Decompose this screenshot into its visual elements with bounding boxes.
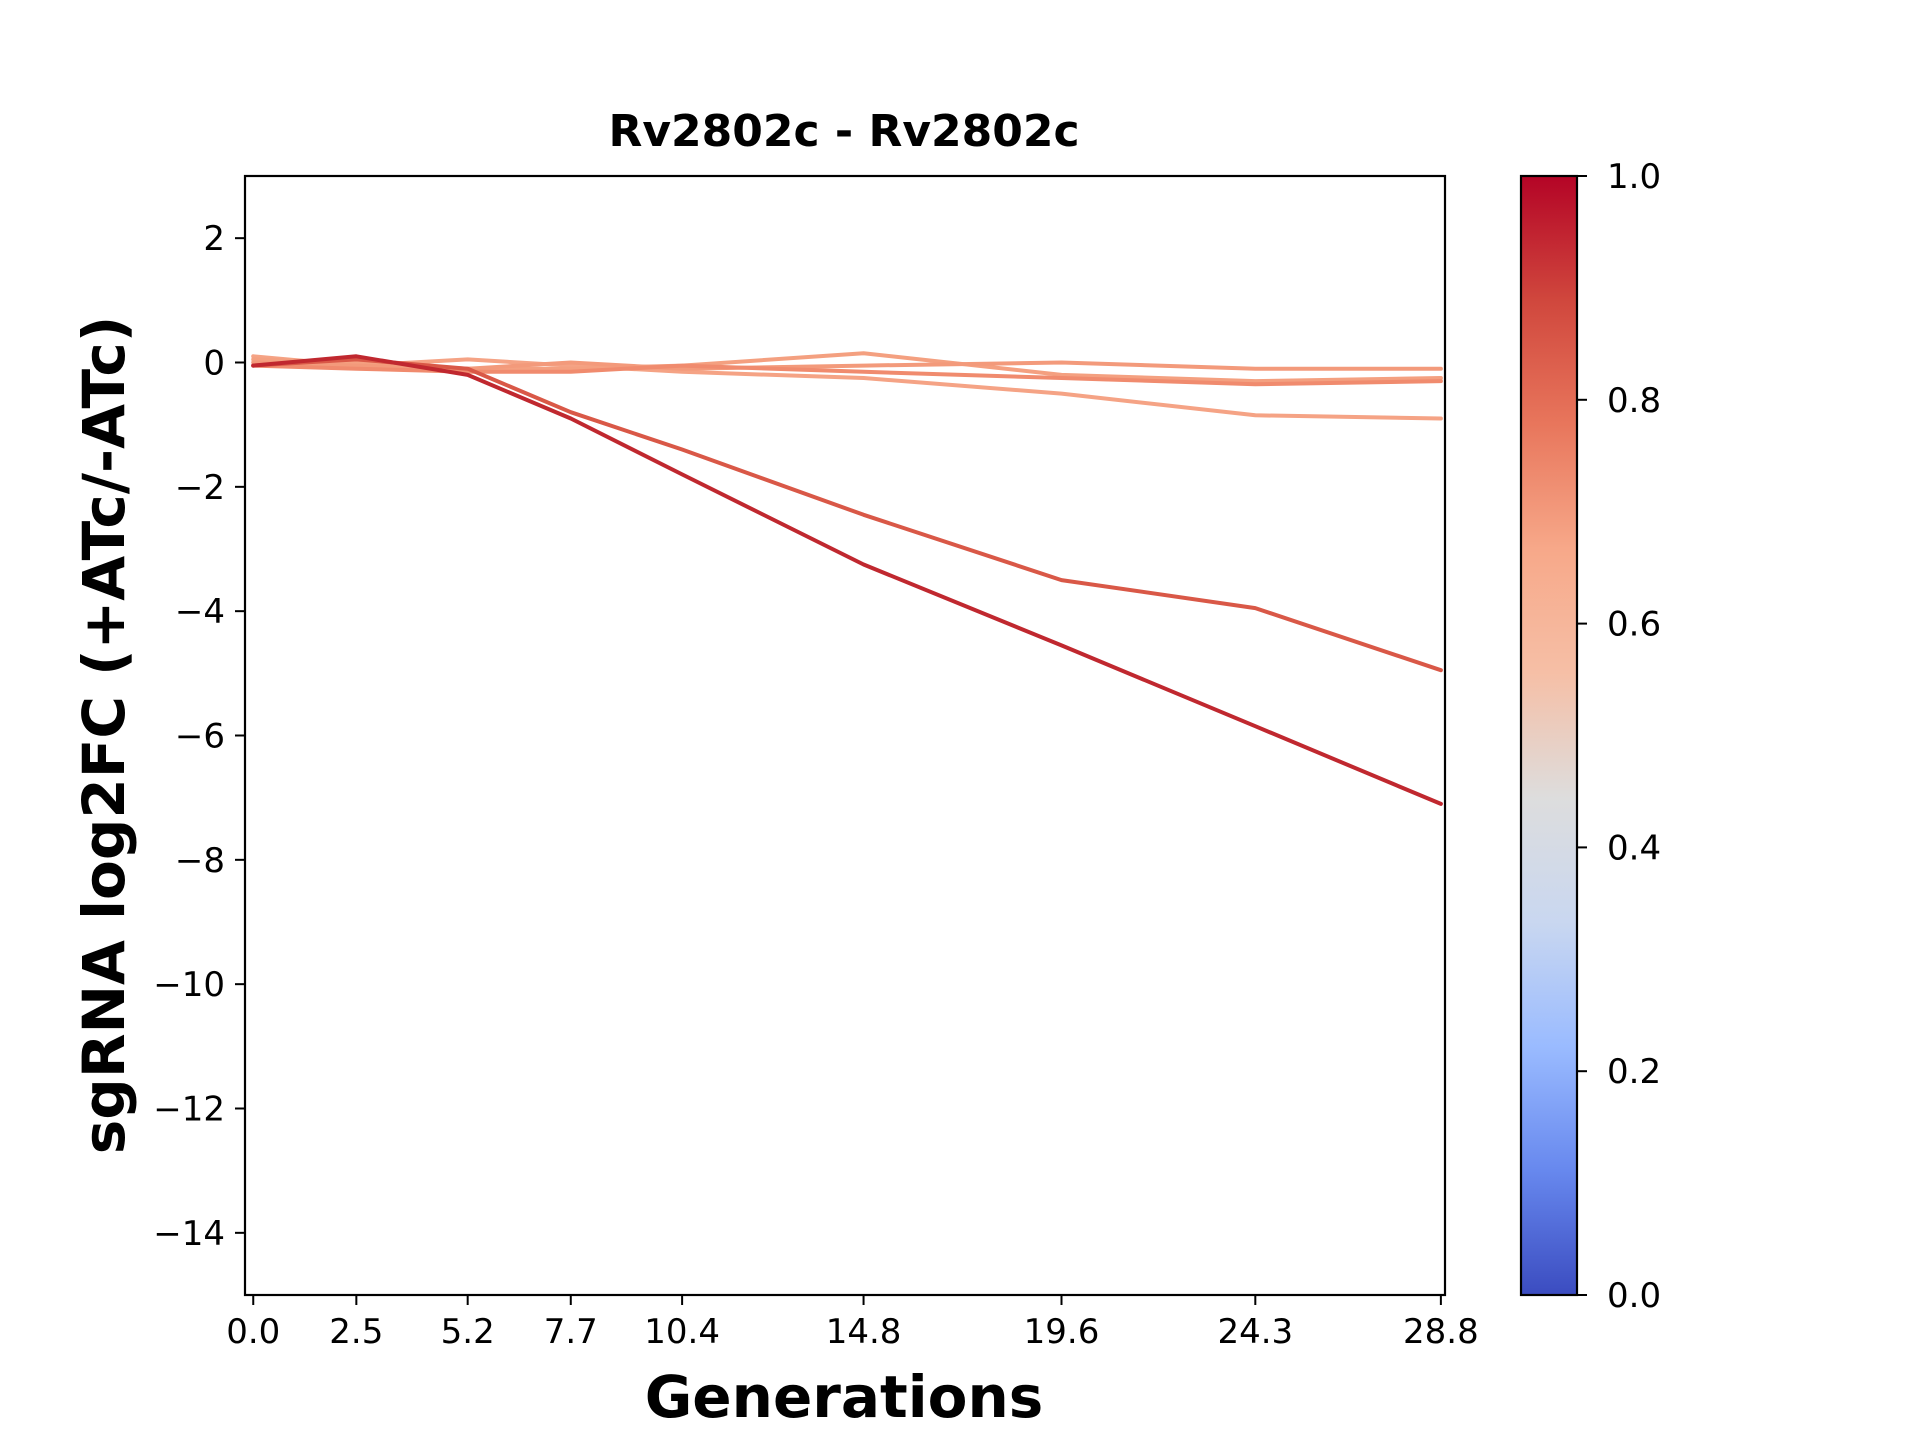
colorbar-tick-label: 0.0: [1607, 1276, 1661, 1316]
colorbar-tick-label: 0.4: [1607, 828, 1661, 868]
x-tick-label: 24.3: [1217, 1312, 1293, 1352]
y-axis-label: sgRNA log2FC (+ATc/-ATc): [70, 316, 138, 1154]
y-tick-label: −8: [175, 841, 225, 881]
y-tick-label: 0: [203, 344, 225, 384]
series-line-6: [251, 354, 1443, 806]
series-layer: [251, 351, 1443, 806]
y-tick-label: −6: [175, 717, 225, 757]
y-tick-label: −2: [175, 468, 225, 508]
y-tick-label: −4: [175, 592, 225, 632]
y-tick-label: −14: [153, 1214, 225, 1254]
series-line-5: [251, 357, 1443, 673]
series-line-4: [251, 363, 1443, 387]
x-tick-label: 7.7: [544, 1312, 598, 1352]
colorbar-gradient: [1521, 176, 1577, 1295]
x-tick-label: 10.4: [644, 1312, 720, 1352]
x-tick-label: 5.2: [441, 1312, 495, 1352]
colorbar-tick-label: 0.2: [1607, 1052, 1661, 1092]
x-tick-label: 28.8: [1403, 1312, 1479, 1352]
series-line-3: [251, 360, 1443, 371]
chart-title: Rv2802c - Rv2802c: [608, 106, 1079, 157]
plot-area: 0.0 2.5 5.2 7.7 10.4 14.8 19.6 24.3 28.8 2 0 −2 −4 −…: [153, 174, 1479, 1352]
colorbar-tick-label: 0.6: [1607, 605, 1661, 645]
x-tick-label: 0.0: [226, 1312, 280, 1352]
colorbar-frame: [1519, 174, 1579, 1297]
x-tick-label: 2.5: [329, 1312, 383, 1352]
x-tick-label: 19.6: [1024, 1312, 1100, 1352]
x-tick-label: 14.8: [826, 1312, 902, 1352]
colorbar: 0.0 0.2 0.4 0.6 0.8 1.0: [1519, 157, 1661, 1316]
y-tick-label: 2: [203, 219, 225, 259]
colorbar-tick-label: 1.0: [1607, 157, 1661, 197]
x-axis-label: Generations: [645, 1363, 1044, 1431]
colorbar-ticks: 0.0 0.2 0.4 0.6 0.8 1.0: [1577, 157, 1661, 1316]
colorbar-tick-label: 0.8: [1607, 381, 1661, 421]
y-tick-label: −12: [153, 1090, 225, 1130]
y-axis: 2 0 −2 −4 −6 −8 −10 −12 −14: [153, 219, 245, 1254]
x-axis: 0.0 2.5 5.2 7.7 10.4 14.8 19.6 24.3 28.8: [226, 1295, 1479, 1352]
plot-frame: [243, 174, 1447, 1297]
y-tick-label: −10: [153, 965, 225, 1005]
